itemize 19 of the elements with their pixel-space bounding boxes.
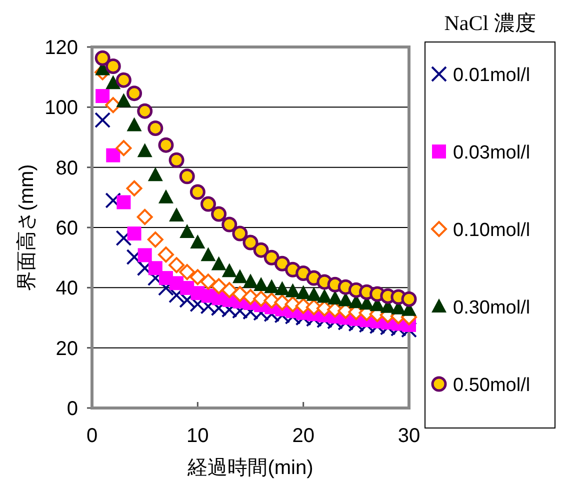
legend-label: 0.30mol/l bbox=[453, 298, 530, 318]
legend-label: 0.50mol/l bbox=[453, 375, 530, 396]
y-tick-label: 40 bbox=[56, 278, 78, 300]
y-tick-label: 100 bbox=[44, 97, 78, 120]
y-tick-label: 80 bbox=[56, 157, 78, 180]
y-tick-label: 60 bbox=[56, 218, 78, 240]
legend-title: NaCl 濃度 bbox=[444, 11, 536, 35]
y-tick-label: 20 bbox=[56, 338, 78, 360]
x-tick-label: 10 bbox=[186, 425, 209, 447]
y-tick-label: 120 bbox=[44, 37, 78, 59]
legend-label: 0.10mol/l bbox=[453, 220, 530, 241]
x-tick-label: 20 bbox=[292, 425, 314, 447]
y-axis-title: 界面高さ(mm) bbox=[15, 164, 38, 291]
x-tick-label: 0 bbox=[86, 425, 98, 447]
legend-label: 0.01mol/l bbox=[453, 65, 530, 86]
x-axis-title: 経過時間(min) bbox=[186, 457, 314, 479]
x-tick-label: 30 bbox=[398, 425, 420, 447]
y-tick-label: 0 bbox=[66, 398, 78, 420]
legend-label: 0.03mol/l bbox=[453, 142, 530, 164]
